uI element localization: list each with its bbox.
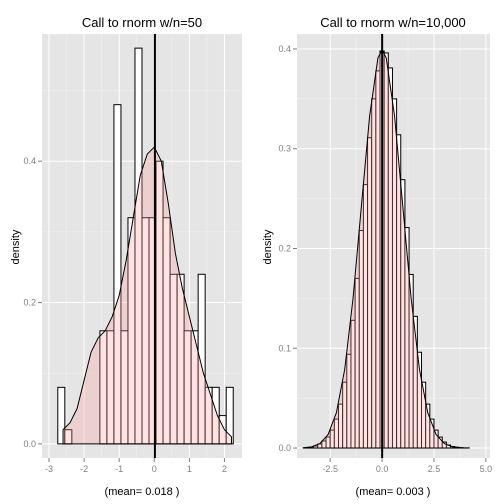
y-tick-label: 0.4	[278, 44, 291, 54]
x-tick-label: -2	[80, 464, 88, 474]
x-tick-label: -1	[115, 464, 123, 474]
y-tick-label: 0.0	[23, 439, 36, 449]
density-area	[63, 147, 232, 444]
x-tick-label: -3	[45, 464, 53, 474]
y-tick-label: 0.0	[278, 443, 291, 453]
density-area	[303, 49, 470, 449]
x-tick-label: 5.0	[480, 464, 493, 474]
y-axis-label-left: density	[10, 229, 22, 264]
chart-left: Call to rnorm w/n=50 density (mean= 0.01…	[10, 15, 242, 498]
x-tick-label: 1	[187, 464, 192, 474]
x-tick-label: 2.5	[428, 464, 441, 474]
x-tick-label: 0.0	[376, 464, 389, 474]
y-tick-label: 0.4	[23, 156, 36, 166]
plot-area-left	[42, 34, 242, 458]
x-tick-label: 0	[152, 464, 157, 474]
y-axis-label-right: density	[262, 229, 274, 264]
x-axis-label-left: (mean= 0.018 )	[105, 486, 180, 498]
chart-title-left: Call to rnorm w/n=50	[82, 15, 202, 30]
chart-title-right: Call to rnorm w/n=10,000	[320, 15, 466, 30]
plot-area-right	[297, 34, 490, 458]
y-tick-label: 0.3	[278, 144, 291, 154]
y-tick-label: 0.2	[23, 298, 36, 308]
x-tick-label: -2.5	[322, 464, 338, 474]
x-tick-label: 2	[222, 464, 227, 474]
density-line	[62, 146, 232, 445]
y-tick-label: 0.2	[278, 243, 291, 253]
chart-right: Call to rnorm w/n=10,000 density (mean= …	[262, 15, 492, 498]
histogram-bar	[57, 386, 66, 445]
density-line	[302, 48, 470, 449]
y-tick-label: 0.1	[278, 343, 291, 353]
x-axis-label-right: (mean= 0.003 )	[356, 486, 431, 498]
